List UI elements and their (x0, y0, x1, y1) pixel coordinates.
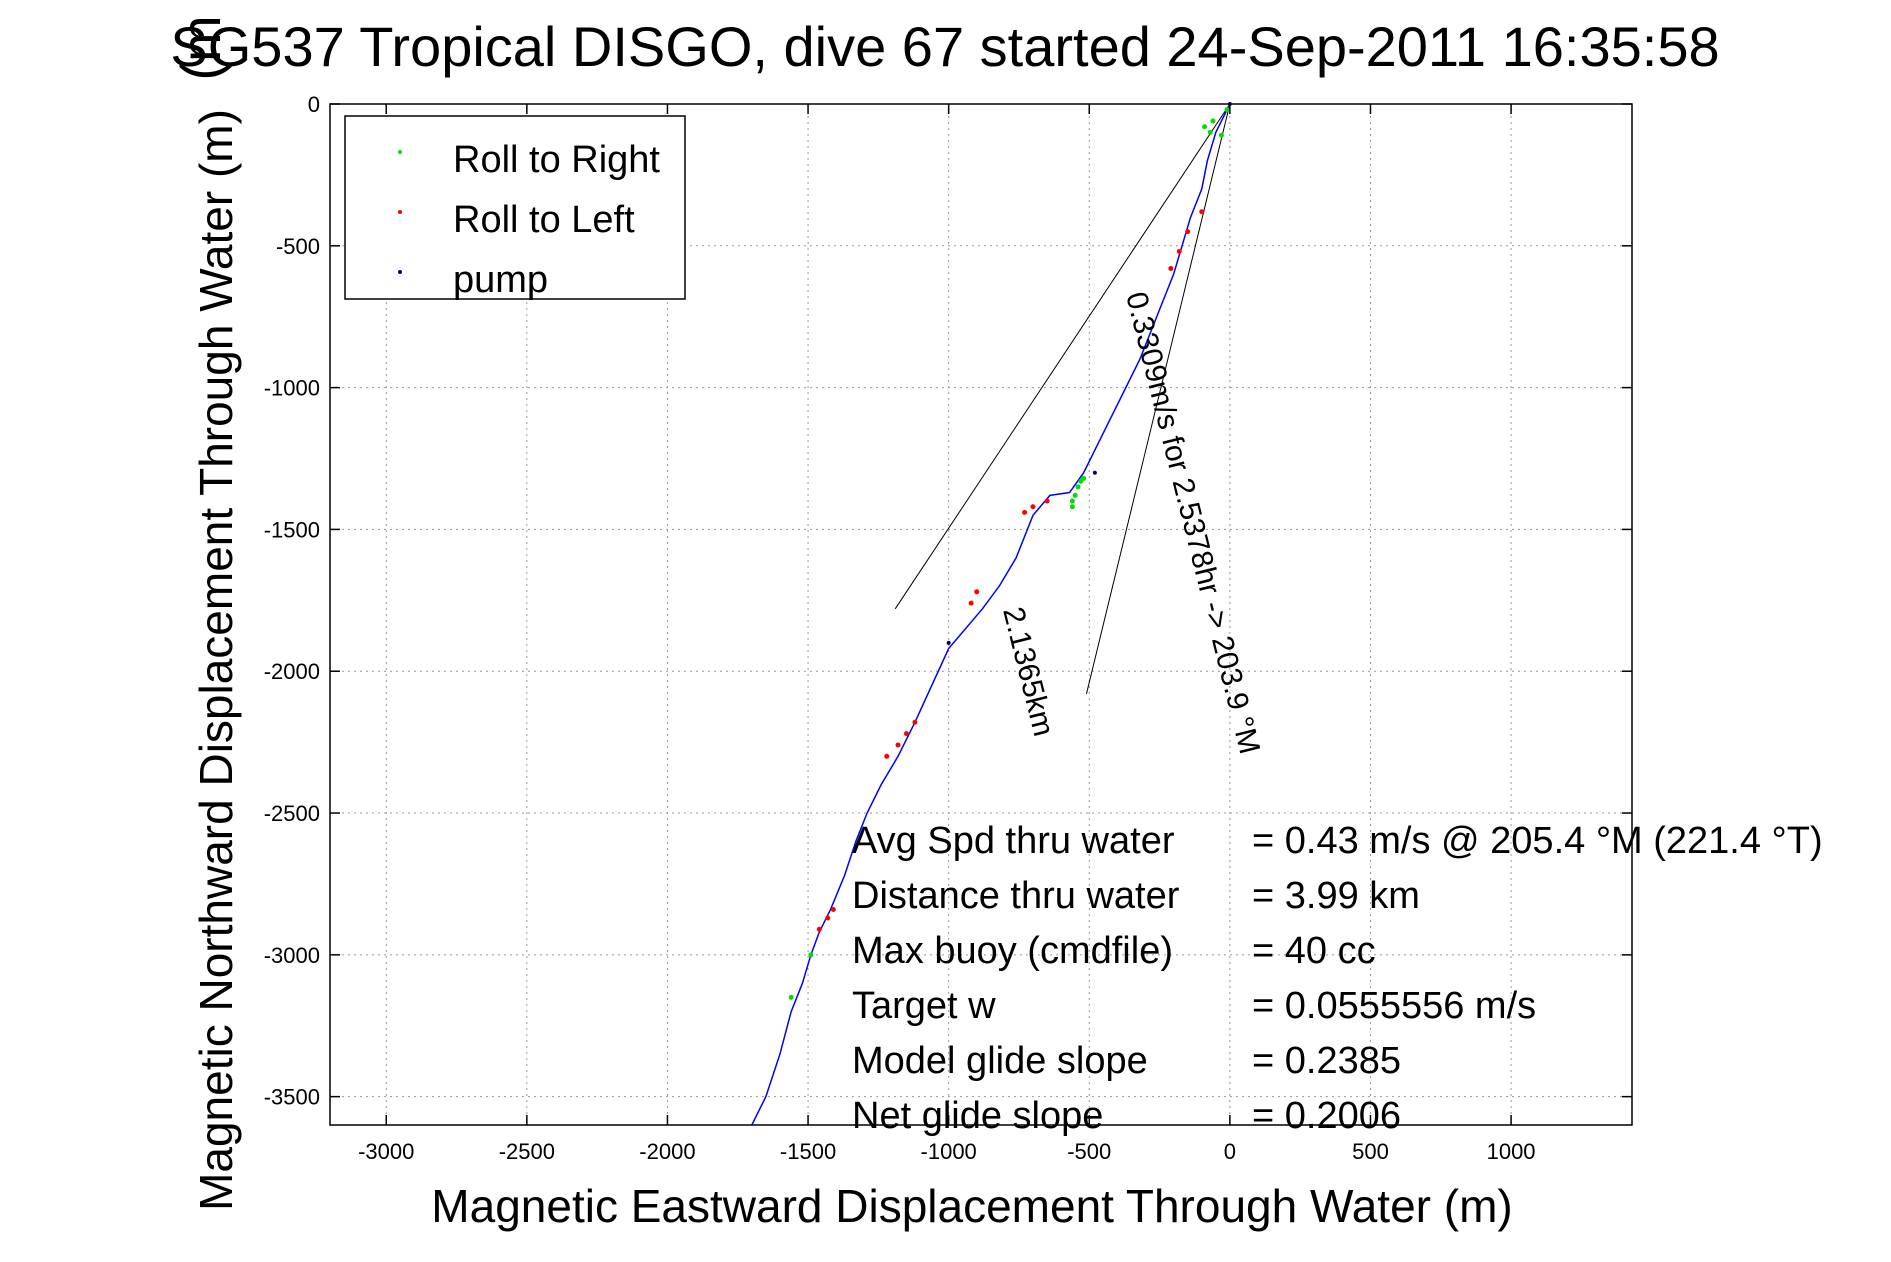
roll-right-point (1210, 118, 1216, 124)
legend-marker-pump (398, 270, 402, 274)
legend-marker-roll-left (398, 210, 402, 214)
roll-left-point (968, 600, 974, 606)
roll-right-point (1069, 498, 1075, 504)
stat-label-net-glide: Net glide slope (852, 1095, 1103, 1137)
guide-line (1085, 103, 1231, 695)
x-tick-label: -1500 (780, 1139, 836, 1164)
guide-lines (894, 103, 1231, 695)
roll-left-point (1168, 265, 1174, 271)
roll-left-point (912, 719, 918, 725)
roll-right-point (1075, 484, 1081, 490)
x-tick-label: -2000 (639, 1139, 695, 1164)
roll-left-point (1199, 209, 1205, 215)
x-tick-label: -3000 (358, 1139, 414, 1164)
y-tick-label: -3500 (264, 1085, 320, 1110)
pump-point (1092, 470, 1097, 475)
roll-right-point (1218, 132, 1224, 138)
guide-line (894, 103, 1231, 610)
x-tick-label: 1000 (1487, 1139, 1536, 1164)
x-tick-label: -1000 (921, 1139, 977, 1164)
stat-value-distance: = 3.99 km (1252, 875, 1420, 917)
stat-label-avg-speed: Avg Spd thru water (852, 820, 1175, 862)
roll-left-point (816, 926, 822, 932)
y-tick-label: -500 (276, 234, 320, 259)
stat-label-distance: Distance thru water (852, 875, 1180, 917)
roll-left-point (1022, 509, 1028, 515)
y-tick-label: -1500 (264, 517, 320, 542)
roll-left-point (830, 906, 836, 912)
legend-label-pump: pump (453, 259, 548, 301)
y-axis-label: Magnetic Northward Displacement Through … (190, 109, 242, 1211)
legend: Roll to Right Roll to Left pump (344, 115, 686, 301)
roll-left-point (825, 915, 831, 921)
legend-label-roll-left: Roll to Left (453, 199, 635, 241)
pump-point (946, 640, 951, 645)
roll-right-point (808, 952, 814, 958)
y-tick-label: -3000 (264, 943, 320, 968)
stat-label-target-w: Target w (852, 985, 996, 1027)
x-tick-label: -500 (1067, 1139, 1111, 1164)
stat-value-max-buoy: = 40 cc (1252, 930, 1376, 972)
stat-label-max-buoy: Max buoy (cmdfile) (852, 930, 1173, 972)
roll-right-point (1207, 129, 1213, 135)
x-tick-label: -2500 (499, 1139, 555, 1164)
vector-annotation: 0.3309m/s for 2.5378hr -> 203.9 °M (1119, 289, 1266, 758)
legend-marker-roll-right (398, 150, 402, 154)
legend-box (344, 115, 686, 300)
roll-left-point (1176, 248, 1182, 254)
roll-right-point (1202, 124, 1208, 130)
stat-value-model-glide: = 0.2385 (1252, 1040, 1401, 1082)
roll-left-point (1044, 498, 1050, 504)
chart-title: SG537 Tropical DISGO, dive 67 started 24… (170, 15, 1719, 78)
roll-left-point (903, 731, 909, 737)
legend-label-roll-right: Roll to Right (453, 139, 660, 181)
stat-value-net-glide: = 0.2006 (1252, 1095, 1401, 1137)
y-tick-label: -1000 (264, 376, 320, 401)
y-axis-label-overlap: (m (169, 15, 232, 80)
track-series (751, 102, 1232, 1126)
roll-right-point (1072, 492, 1078, 498)
stat-value-avg-speed: = 0.43 m/s @ 205.4 °M (221.4 °T) (1252, 820, 1823, 862)
roll-left-point (895, 742, 901, 748)
x-tick-label: 0 (1224, 1139, 1236, 1164)
axis-ticks: -3000 -2500 -2000 -1500 -1000 -500 0 500 1000 0 -5… (264, 92, 1632, 1164)
x-axis-label: Magnetic Eastward Displacement Through W… (431, 1180, 1512, 1232)
roll-left-point (884, 753, 890, 759)
roll-left-point (974, 589, 980, 595)
y-tick-label: 0 (308, 92, 320, 117)
roll-left-point (1030, 504, 1036, 510)
roll-right-point (1078, 478, 1084, 484)
stat-value-target-w: = 0.0555556 m/s (1252, 985, 1536, 1027)
roll-right-point (788, 994, 794, 1000)
dive-statistics: Avg Spd thru water = 0.43 m/s @ 205.4 °M… (852, 820, 1823, 1137)
roll-left-point (1185, 229, 1191, 235)
y-tick-label: -2500 (264, 801, 320, 826)
axes-frame (329, 103, 1633, 1126)
roll-right-point (1224, 107, 1230, 113)
x-tick-label: 500 (1352, 1139, 1389, 1164)
y-tick-label: -2000 (264, 659, 320, 684)
roll-right-point (1069, 504, 1075, 510)
stat-label-model-glide: Model glide slope (852, 1040, 1148, 1082)
